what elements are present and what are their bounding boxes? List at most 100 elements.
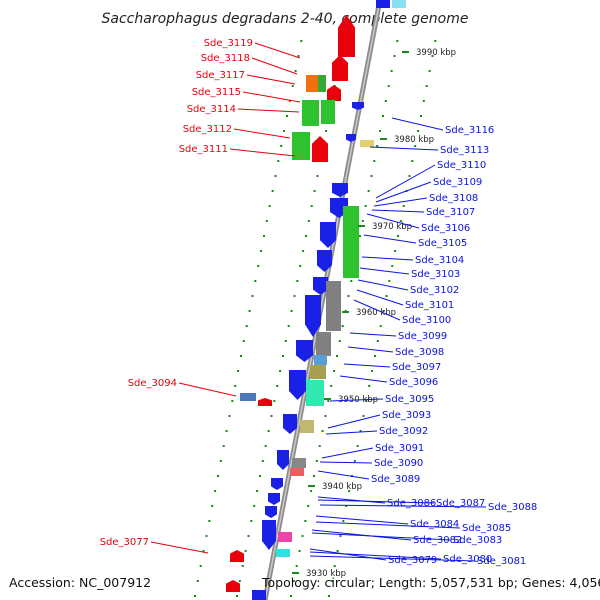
reverse-gene-arrow xyxy=(262,520,276,550)
gene-block xyxy=(310,365,326,379)
guide-dot xyxy=(367,190,370,192)
guide-dot xyxy=(376,145,379,147)
gene-label-right: Sde_3102 xyxy=(410,285,459,296)
gene-label-right: Sde_3091 xyxy=(375,443,424,454)
guide-dot xyxy=(411,160,414,162)
guide-dot xyxy=(333,370,336,372)
gene-block xyxy=(300,420,314,433)
guide-dot xyxy=(284,340,287,342)
guide-dot xyxy=(242,340,245,342)
left-label-connector xyxy=(246,74,296,85)
guide-dot xyxy=(248,310,251,312)
guide-dot xyxy=(431,55,434,57)
gene-label-right: Sde_3113 xyxy=(440,145,489,156)
right-label-connector xyxy=(319,504,487,508)
left-label-connector xyxy=(178,382,237,397)
guide-dot xyxy=(260,250,263,252)
guide-dot xyxy=(264,445,267,447)
forward-gene-arrow xyxy=(327,85,341,101)
gene-block xyxy=(278,532,292,542)
guide-dot xyxy=(279,370,282,372)
gene-label-left: Sde_3117 xyxy=(196,70,245,81)
guide-dot xyxy=(293,295,296,297)
guide-dot xyxy=(379,325,382,327)
guide-dot xyxy=(364,205,367,207)
map-title: Saccharophagus degradans 2-40, complete … xyxy=(102,11,469,27)
reverse-gene-arrow xyxy=(271,478,283,490)
gene-label-right: Sde_3100 xyxy=(402,315,451,326)
guide-dot xyxy=(304,520,307,522)
guide-dot xyxy=(241,565,244,567)
reverse-gene-arrow xyxy=(352,102,364,110)
guide-dot xyxy=(238,580,241,582)
guide-dot xyxy=(211,505,214,507)
guide-dot xyxy=(297,55,300,57)
right-label-connector xyxy=(375,181,432,203)
gene-label-left: Sde_3118 xyxy=(201,53,250,64)
guide-dot xyxy=(276,385,279,387)
gene-label-left: Sde_3077 xyxy=(100,537,149,548)
gene-label-right: Sde_3104 xyxy=(415,255,464,266)
guide-dot xyxy=(270,415,273,417)
right-label-connector xyxy=(327,414,381,429)
dotted-guides xyxy=(194,40,437,597)
scale-tick-mark xyxy=(402,51,409,53)
left-label-connector xyxy=(251,57,298,75)
scale-tick-label: 3940 kbp xyxy=(322,482,362,492)
reverse-gene-arrow xyxy=(289,370,306,400)
gene-label-left: Sde_3114 xyxy=(187,104,236,115)
right-label-connector xyxy=(356,289,404,306)
reverse-gene-arrow xyxy=(313,277,328,295)
right-label-connector xyxy=(349,332,397,337)
backbone xyxy=(262,0,383,600)
gene-label-right: Sde_3101 xyxy=(405,300,454,311)
gene-block xyxy=(290,468,304,476)
guide-dot xyxy=(219,460,222,462)
guide-dot xyxy=(417,130,420,132)
reverse-gene-arrow xyxy=(332,183,348,197)
guide-dot xyxy=(341,325,344,327)
guide-dot xyxy=(368,385,371,387)
topology-text: Topology: circular; Length: 5,057,531 bp… xyxy=(261,575,600,590)
guide-dot xyxy=(287,325,290,327)
guide-dot xyxy=(196,580,199,582)
gene-block xyxy=(276,549,290,557)
guide-dot xyxy=(245,325,248,327)
gene-block xyxy=(376,0,390,8)
gene-label-right: Sde_3093 xyxy=(382,410,431,421)
guide-dot xyxy=(362,415,365,417)
guide-dot xyxy=(247,535,250,537)
right-label-connector xyxy=(343,363,391,368)
gene-block xyxy=(321,100,335,124)
left-label-connector xyxy=(229,148,296,157)
guide-dot xyxy=(359,235,361,237)
gene-label-right: Sde_3099 xyxy=(398,331,447,342)
guide-dot xyxy=(350,280,353,282)
gene-label-right: Sde_3105 xyxy=(418,238,467,249)
right-label-connector xyxy=(359,267,410,275)
guide-dot xyxy=(302,250,305,252)
gene-label-right: Sde_3079 xyxy=(388,555,437,566)
right-label-connector xyxy=(371,209,425,213)
guide-dot xyxy=(254,280,257,282)
left-label-connector xyxy=(233,128,291,139)
scale-tick-label: 3930 kbp xyxy=(306,569,346,579)
guide-dot xyxy=(265,220,268,222)
gene-block xyxy=(326,281,341,331)
guide-dot xyxy=(299,265,302,267)
gene-label-right: Sde_3098 xyxy=(395,347,444,358)
reverse-gene-arrow xyxy=(283,414,297,434)
right-label-connector xyxy=(391,117,444,131)
guide-dot xyxy=(300,40,303,42)
guide-dot xyxy=(259,475,261,477)
reverse-gene-arrow xyxy=(296,340,313,362)
gene-label-right: Sde_3086 xyxy=(387,498,436,509)
gene-block xyxy=(316,332,331,356)
reverse-gene-arrow xyxy=(320,222,336,248)
guide-dot xyxy=(399,220,402,222)
guide-dot xyxy=(290,310,293,312)
gene-label-right: Sde_3096 xyxy=(389,377,438,388)
guide-dot xyxy=(222,445,225,447)
guide-dot xyxy=(336,550,339,552)
